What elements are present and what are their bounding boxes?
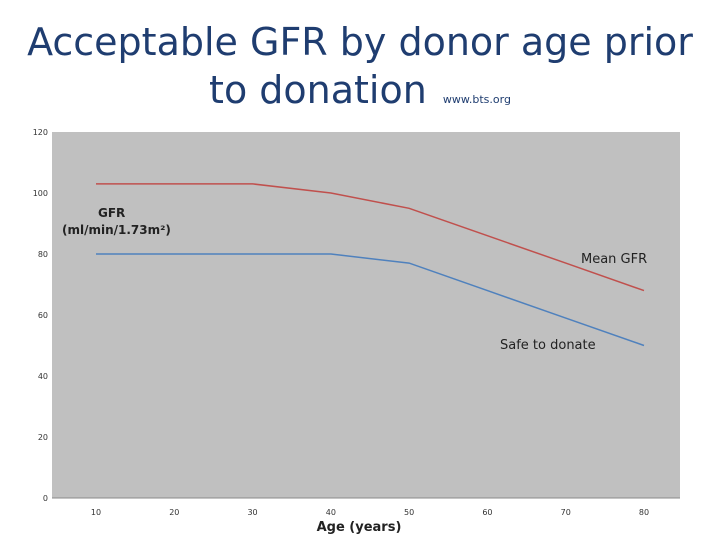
- x-tick-label: 20: [169, 508, 179, 517]
- y-tick-label: 60: [38, 311, 48, 320]
- y-axis-label-line-2: (ml/min/1.73m²): [62, 223, 171, 237]
- source-url: www.bts.org: [442, 93, 511, 106]
- x-tick-label: 70: [561, 508, 571, 517]
- x-tick-label: 40: [326, 508, 336, 517]
- y-axis-ticks: 0 20 40 60 80 100 120: [33, 128, 48, 503]
- series-line-mean-gfr: [96, 183, 645, 292]
- x-tick-label: 10: [91, 508, 101, 517]
- x-tick-label: 60: [482, 508, 492, 517]
- x-tick-label: 30: [247, 508, 257, 517]
- y-tick-label: 100: [33, 189, 48, 198]
- y-tick-label: 0: [43, 494, 48, 503]
- series-label-mean-gfr: Mean GFR: [581, 252, 647, 267]
- x-axis-label: Age (years): [317, 520, 402, 535]
- slide-title: Acceptable GFR by donor age prior to don…: [0, 18, 720, 124]
- y-tick-label: 40: [38, 372, 48, 381]
- title-line-2: to donation: [209, 68, 427, 112]
- plot-area: [52, 132, 680, 498]
- x-tick-label: 50: [404, 508, 414, 517]
- x-tick-label: 80: [639, 508, 649, 517]
- y-tick-label: 20: [38, 433, 48, 442]
- y-tick-label: 120: [33, 128, 48, 137]
- series-label-safe-to-donate: Safe to donate: [500, 338, 596, 353]
- x-axis-ticks: 10 20 30 40 50 60 70 80: [91, 508, 649, 517]
- series-line-safe-to-donate: [96, 253, 645, 347]
- y-axis-label-line-1: GFR: [98, 206, 125, 220]
- y-tick-label: 80: [38, 250, 48, 259]
- title-line-1: Acceptable GFR by donor age prior: [27, 20, 693, 64]
- series-lines: [96, 183, 645, 347]
